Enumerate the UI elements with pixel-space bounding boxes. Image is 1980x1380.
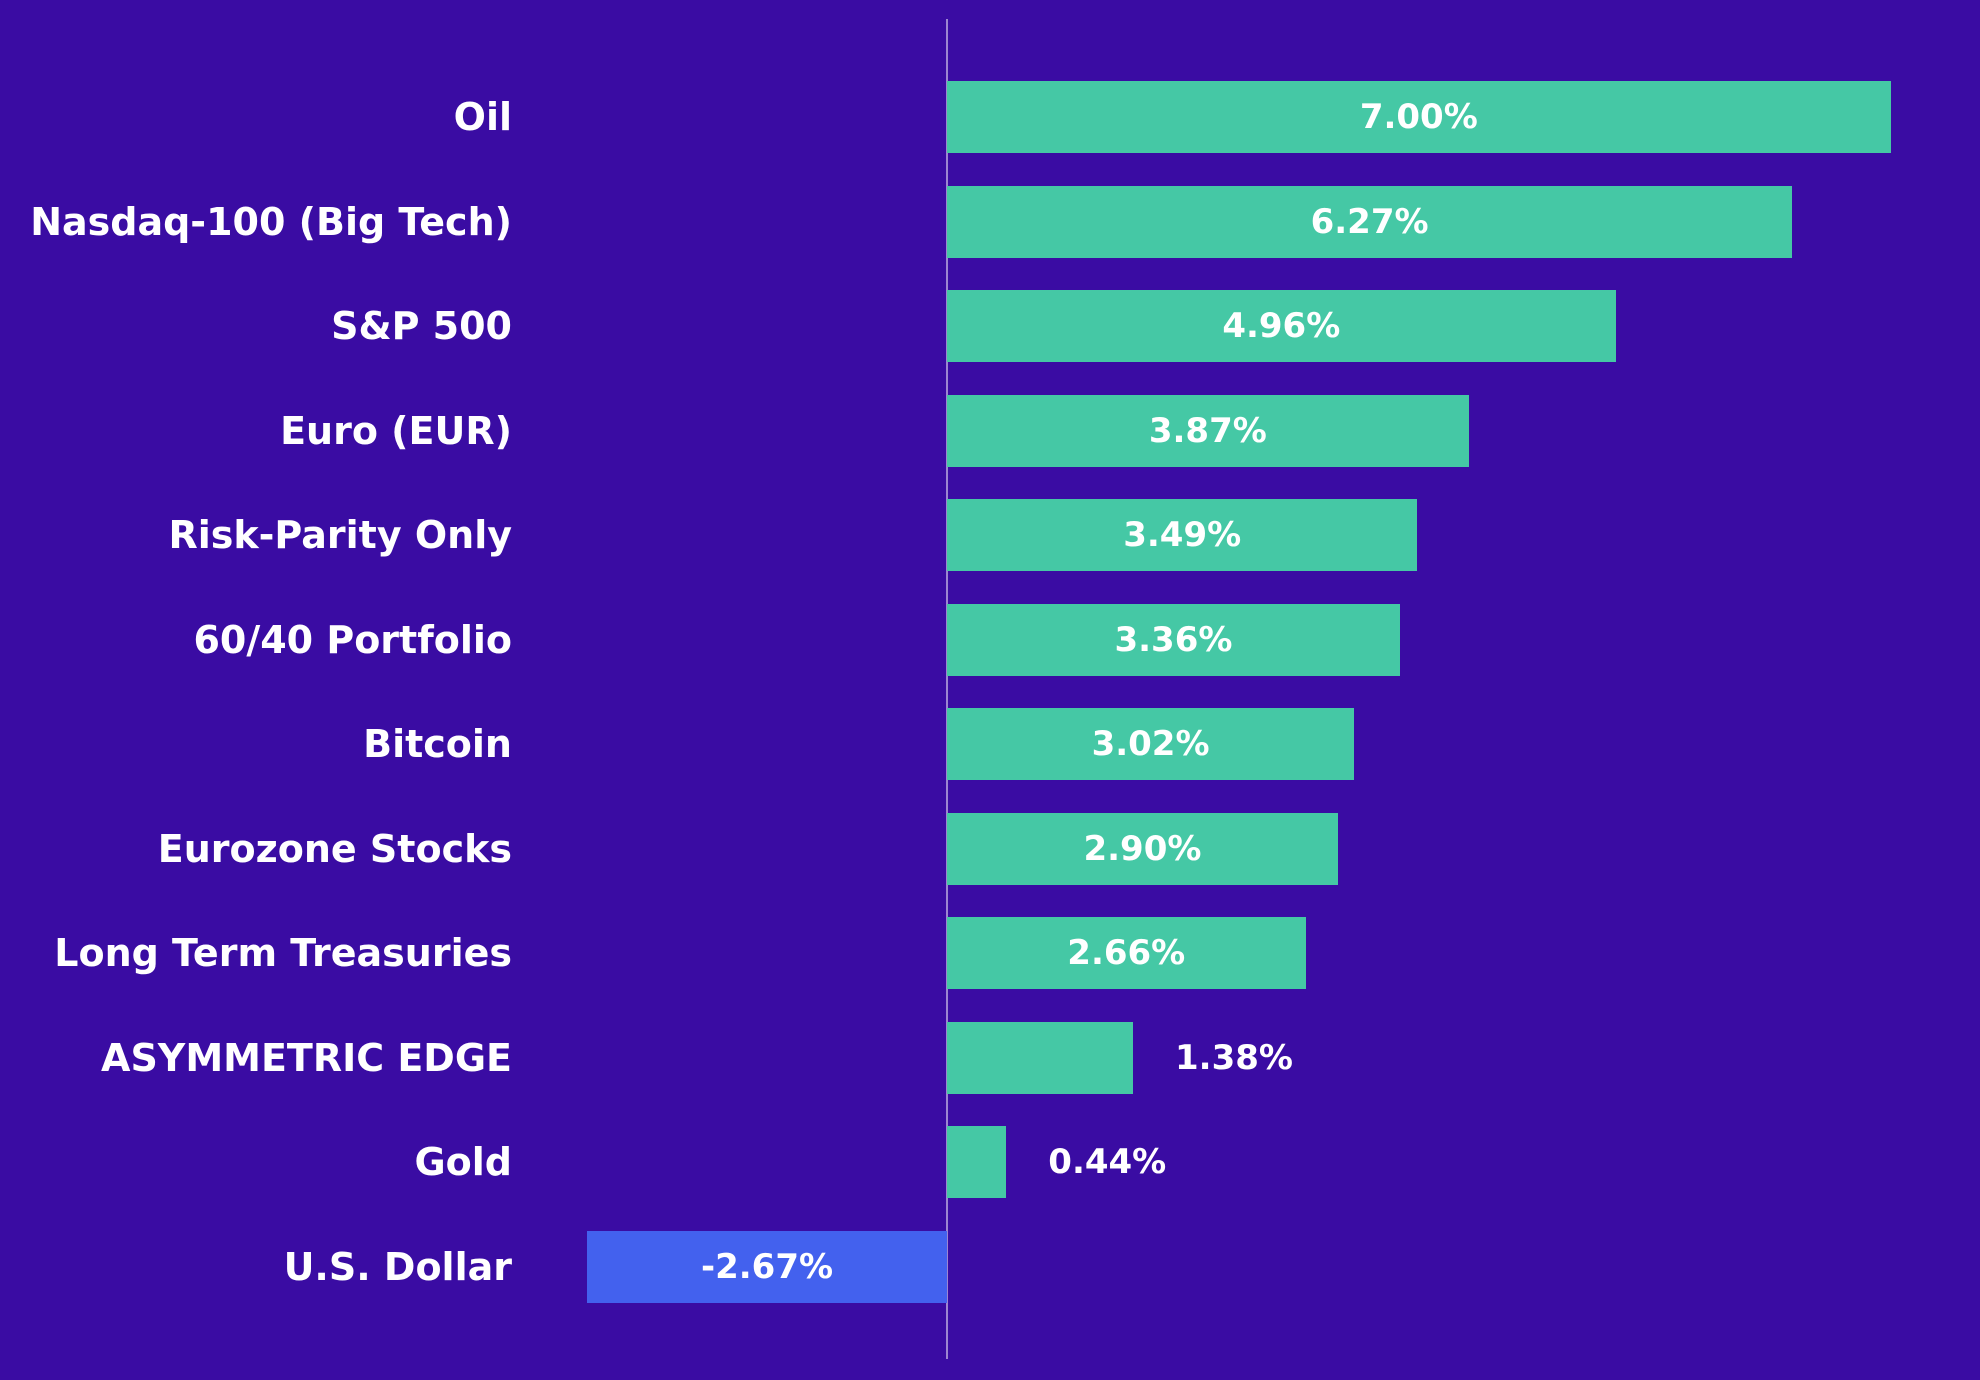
bar-gold	[947, 1126, 1007, 1198]
category-label-oil: Oil	[453, 95, 512, 139]
value-label-long-term-treasuries: 2.66%	[1067, 933, 1186, 973]
value-label-u-s-dollar: -2.67%	[700, 1246, 834, 1287]
bar-long-term-treasuries: 2.66%	[947, 917, 1306, 989]
value-label-eurozone-stocks: 2.90%	[1083, 828, 1202, 869]
zero-axis-line	[946, 19, 948, 1359]
value-label-oil: 7.00%	[1359, 97, 1478, 137]
bar-nasdaq-100-big-tech: 6.27%	[947, 185, 1793, 258]
value-label-asymmetric-edge: 1.38%	[1175, 1037, 1293, 1078]
value-label-gold: 0.44%	[1048, 1142, 1167, 1182]
category-label-euro-eur: Euro (EUR)	[280, 408, 512, 453]
category-label-risk-parity-only: Risk-Parity Only	[168, 513, 512, 557]
category-label-bitcoin: Bitcoin	[363, 722, 512, 766]
bar-risk-parity-only: 3.49%	[947, 499, 1418, 571]
category-label-nasdaq-100-big-tech: Nasdaq-100 (Big Tech)	[30, 199, 512, 244]
value-label-60-40-portfolio: 3.36%	[1114, 619, 1233, 660]
bar-bitcoin: 3.02%	[947, 708, 1355, 780]
value-label-euro-eur: 3.87%	[1148, 410, 1267, 451]
category-label-u-s-dollar: U.S. Dollar	[283, 1244, 512, 1289]
category-label-gold: Gold	[414, 1140, 512, 1184]
bar-s-p-500: 4.96%	[947, 290, 1616, 362]
bar-oil: 7.00%	[947, 81, 1891, 153]
bar-asymmetric-edge	[947, 1021, 1134, 1094]
bar-eurozone-stocks: 2.90%	[947, 812, 1338, 885]
value-label-nasdaq-100-big-tech: 6.27%	[1310, 201, 1429, 242]
bar-euro-eur: 3.87%	[947, 394, 1469, 467]
category-label-long-term-treasuries: Long Term Treasuries	[54, 931, 512, 975]
value-label-bitcoin: 3.02%	[1091, 724, 1210, 764]
category-label-asymmetric-edge: ASYMMETRIC EDGE	[101, 1035, 512, 1080]
bar-u-s-dollar: -2.67%	[587, 1230, 947, 1303]
category-label-eurozone-stocks: Eurozone Stocks	[157, 826, 512, 871]
value-label-risk-parity-only: 3.49%	[1123, 515, 1242, 555]
category-label-60-40-portfolio: 60/40 Portfolio	[193, 617, 512, 662]
bar-60-40-portfolio: 3.36%	[947, 603, 1400, 676]
category-label-s-p-500: S&P 500	[331, 304, 512, 348]
value-label-s-p-500: 4.96%	[1222, 306, 1341, 346]
